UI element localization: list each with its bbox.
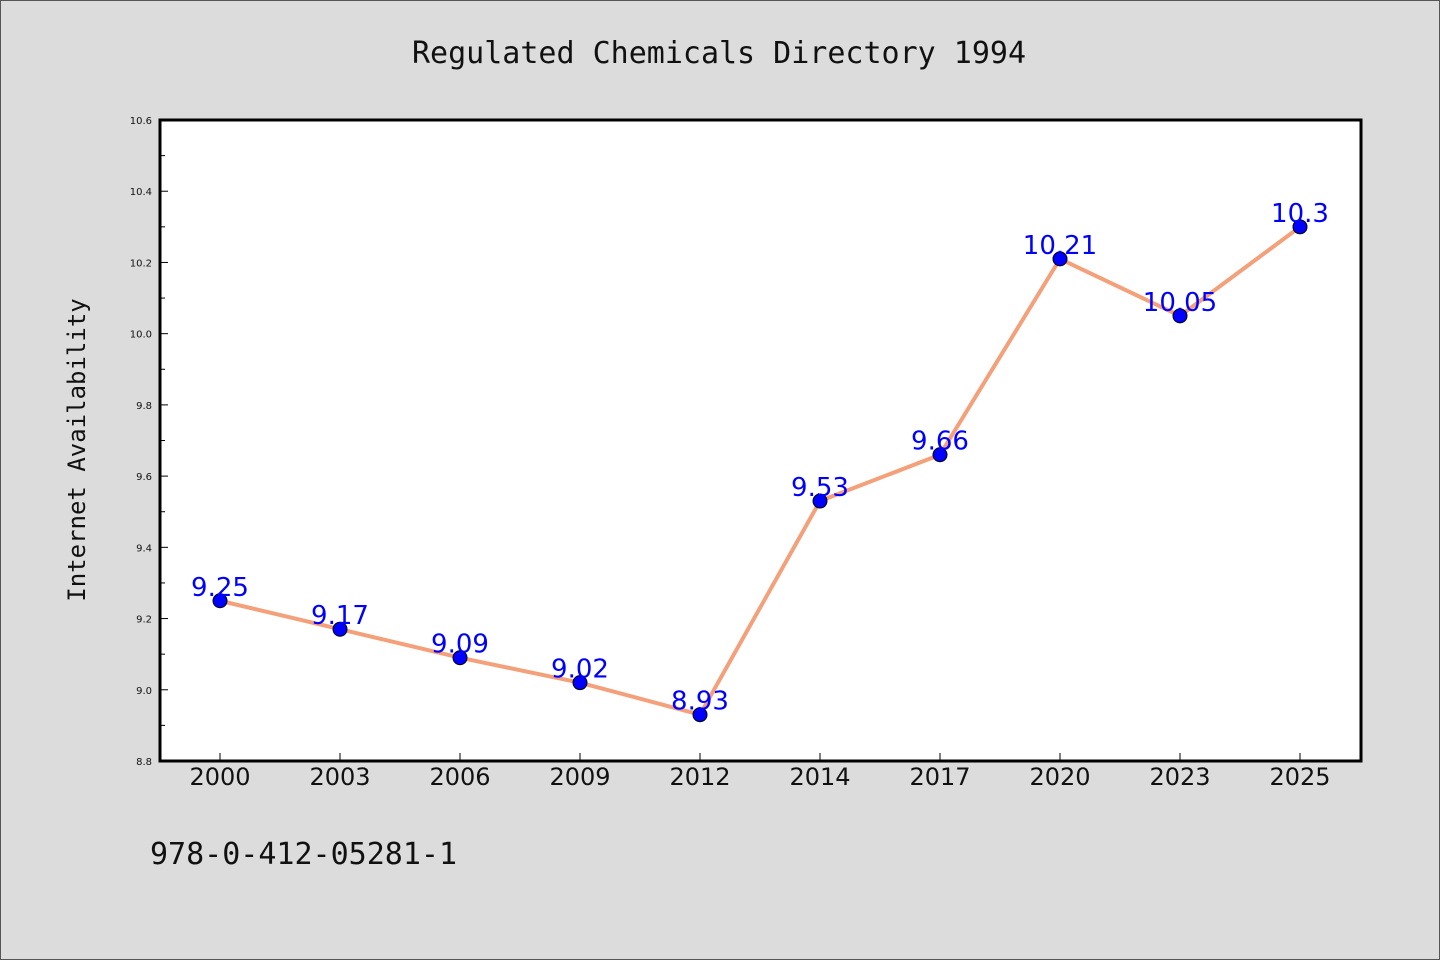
data-point <box>812 493 828 509</box>
y-tick-label: 10.2 <box>130 258 152 269</box>
chart-title: Regulated Chemicals Directory 1994 <box>412 36 1026 71</box>
y-tick-label: 10.6 <box>130 116 152 127</box>
y-tick-label: 10.4 <box>130 187 152 198</box>
x-tick-label: 2009 <box>549 763 610 791</box>
x-tick-label: 2006 <box>429 763 490 791</box>
data-label: 9.17 <box>311 601 369 631</box>
data-label: 10.21 <box>1023 231 1097 261</box>
data-label: 8.93 <box>671 687 729 717</box>
data-label: 9.66 <box>911 427 969 457</box>
data-labels: 9.25 9.17 9.09 9.02 8.93 9.53 9.66 10.21 10.05 10… <box>191 199 1329 717</box>
y-tick-label: 9.6 <box>136 472 152 483</box>
series-line <box>219 225 1302 717</box>
plot-area <box>160 120 1361 761</box>
x-tick-label: 2025 <box>1269 763 1330 791</box>
y-tick-label: 9.8 <box>136 401 152 412</box>
data-point <box>212 593 228 609</box>
x-tick-label: 2000 <box>189 763 250 791</box>
y-axis-ticks: 8.8 9.0 9.2 9.4 9.6 9.8 10.0 10.2 10.4 10.6 <box>130 116 168 768</box>
data-points <box>212 219 1308 723</box>
y-tick-label: 10.0 <box>130 330 152 341</box>
data-label: 10.05 <box>1143 288 1217 318</box>
isbn-text: 978-0-412-05281-1 <box>150 837 457 872</box>
data-point <box>1172 308 1188 324</box>
data-point <box>1052 251 1068 267</box>
x-axis-ticks: 2000 2003 2006 2009 2012 2014 2017 2020 2023 2025 <box>189 753 1331 791</box>
data-label: 10.3 <box>1271 199 1329 229</box>
x-tick-label: 2017 <box>909 763 970 791</box>
plot-border <box>158 118 1363 763</box>
data-label: 9.53 <box>791 473 849 503</box>
y-tick-label: 8.8 <box>136 757 152 768</box>
data-point <box>1292 219 1308 235</box>
x-tick-label: 2020 <box>1029 763 1090 791</box>
data-label: 9.02 <box>551 655 609 685</box>
y-axis-label: Internet Availability <box>63 298 91 601</box>
data-label: 9.09 <box>431 630 489 660</box>
y-tick-label: 9.4 <box>136 543 152 554</box>
x-tick-label: 2023 <box>1149 763 1210 791</box>
data-point <box>452 650 468 666</box>
x-tick-label: 2014 <box>789 763 850 791</box>
data-point <box>932 447 948 463</box>
data-point <box>572 675 588 691</box>
data-label: 9.25 <box>191 573 249 603</box>
y-tick-label: 9.2 <box>136 615 152 626</box>
x-tick-label: 2003 <box>309 763 370 791</box>
x-tick-label: 2012 <box>669 763 730 791</box>
y-tick-label: 9.0 <box>136 686 152 697</box>
data-point <box>332 621 348 637</box>
data-point <box>692 707 708 723</box>
